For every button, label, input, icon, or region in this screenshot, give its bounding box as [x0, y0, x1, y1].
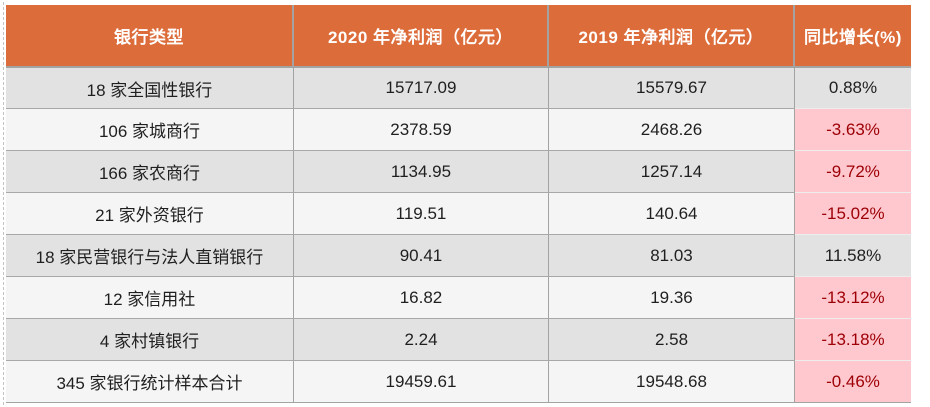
yoy-growth-cell: -3.63%	[795, 108, 911, 150]
header-profit-2020: 2020 年净利润（亿元）	[294, 5, 549, 66]
table-row: 21 家外资银行 119.51 140.64 -15.02%	[6, 192, 911, 234]
table-row: 18 家全国性银行 15717.09 15579.67 0.88%	[6, 68, 911, 108]
bank-type-cell: 106 家城商行	[6, 108, 294, 150]
bank-type-cell: 4 家村镇银行	[6, 318, 294, 360]
profit-2020-cell: 16.82	[294, 276, 549, 318]
profit-2019-cell: 19.36	[549, 276, 795, 318]
profit-2019-cell: 15579.67	[549, 68, 795, 108]
bank-type-cell: 166 家农商行	[6, 150, 294, 192]
profit-2020-cell: 2.24	[294, 318, 549, 360]
profit-2019-cell: 19548.68	[549, 360, 795, 402]
header-bank-type: 银行类型	[6, 5, 294, 66]
header-profit-2019: 2019 年净利润（亿元）	[549, 5, 795, 66]
header-yoy-growth: 同比增长(%)	[804, 28, 902, 47]
bank-profit-table: 银行类型 2020 年净利润（亿元） 2019 年净利润（亿元） 同比增长(%)…	[6, 5, 911, 403]
bank-type-cell: 21 家外资银行	[6, 192, 294, 234]
yoy-growth-cell: -13.18%	[795, 318, 911, 360]
table-header-row: 银行类型 2020 年净利润（亿元） 2019 年净利润（亿元） 同比增长(%)	[6, 5, 911, 68]
page-break-dashed-line	[3, 2, 4, 405]
table-row: 166 家农商行 1134.95 1257.14 -9.72%	[6, 150, 911, 192]
table-row: 345 家银行统计样本合计 19459.61 19548.68 -0.46%	[6, 360, 911, 402]
profit-2019-cell: 2468.26	[549, 108, 795, 150]
profit-2020-cell: 1134.95	[294, 150, 549, 192]
profit-2020-cell: 90.41	[294, 234, 549, 276]
profit-2019-cell: 2.58	[549, 318, 795, 360]
table-row: 106 家城商行 2378.59 2468.26 -3.63%	[6, 108, 911, 150]
profit-2019-cell: 81.03	[549, 234, 795, 276]
table-row: 18 家民营银行与法人直销银行 90.41 81.03 11.58%	[6, 234, 911, 276]
bank-type-cell: 345 家银行统计样本合计	[6, 360, 294, 402]
table-row: 12 家信用社 16.82 19.36 -13.12%	[6, 276, 911, 318]
yoy-growth-cell: -9.72%	[795, 150, 911, 192]
profit-2020-cell: 2378.59	[294, 108, 549, 150]
yoy-growth-cell: -15.02%	[795, 192, 911, 234]
profit-2020-cell: 19459.61	[294, 360, 549, 402]
profit-2020-cell: 15717.09	[294, 68, 549, 108]
yoy-growth-cell: 11.58%	[795, 234, 911, 276]
bank-type-cell: 12 家信用社	[6, 276, 294, 318]
table-row: 4 家村镇银行 2.24 2.58 -13.18%	[6, 318, 911, 360]
yoy-growth-cell: -13.12%	[795, 276, 911, 318]
bank-type-cell: 18 家全国性银行	[6, 68, 294, 108]
yoy-growth-cell: -0.46%	[795, 360, 911, 402]
profit-2020-cell: 119.51	[294, 192, 549, 234]
yoy-growth-cell: 0.88%	[795, 68, 911, 108]
profit-2019-cell: 140.64	[549, 192, 795, 234]
profit-2019-cell: 1257.14	[549, 150, 795, 192]
bank-type-cell: 18 家民营银行与法人直销银行	[6, 234, 294, 276]
table-body: 18 家全国性银行 15717.09 15579.67 0.88% 106 家城…	[6, 68, 911, 402]
